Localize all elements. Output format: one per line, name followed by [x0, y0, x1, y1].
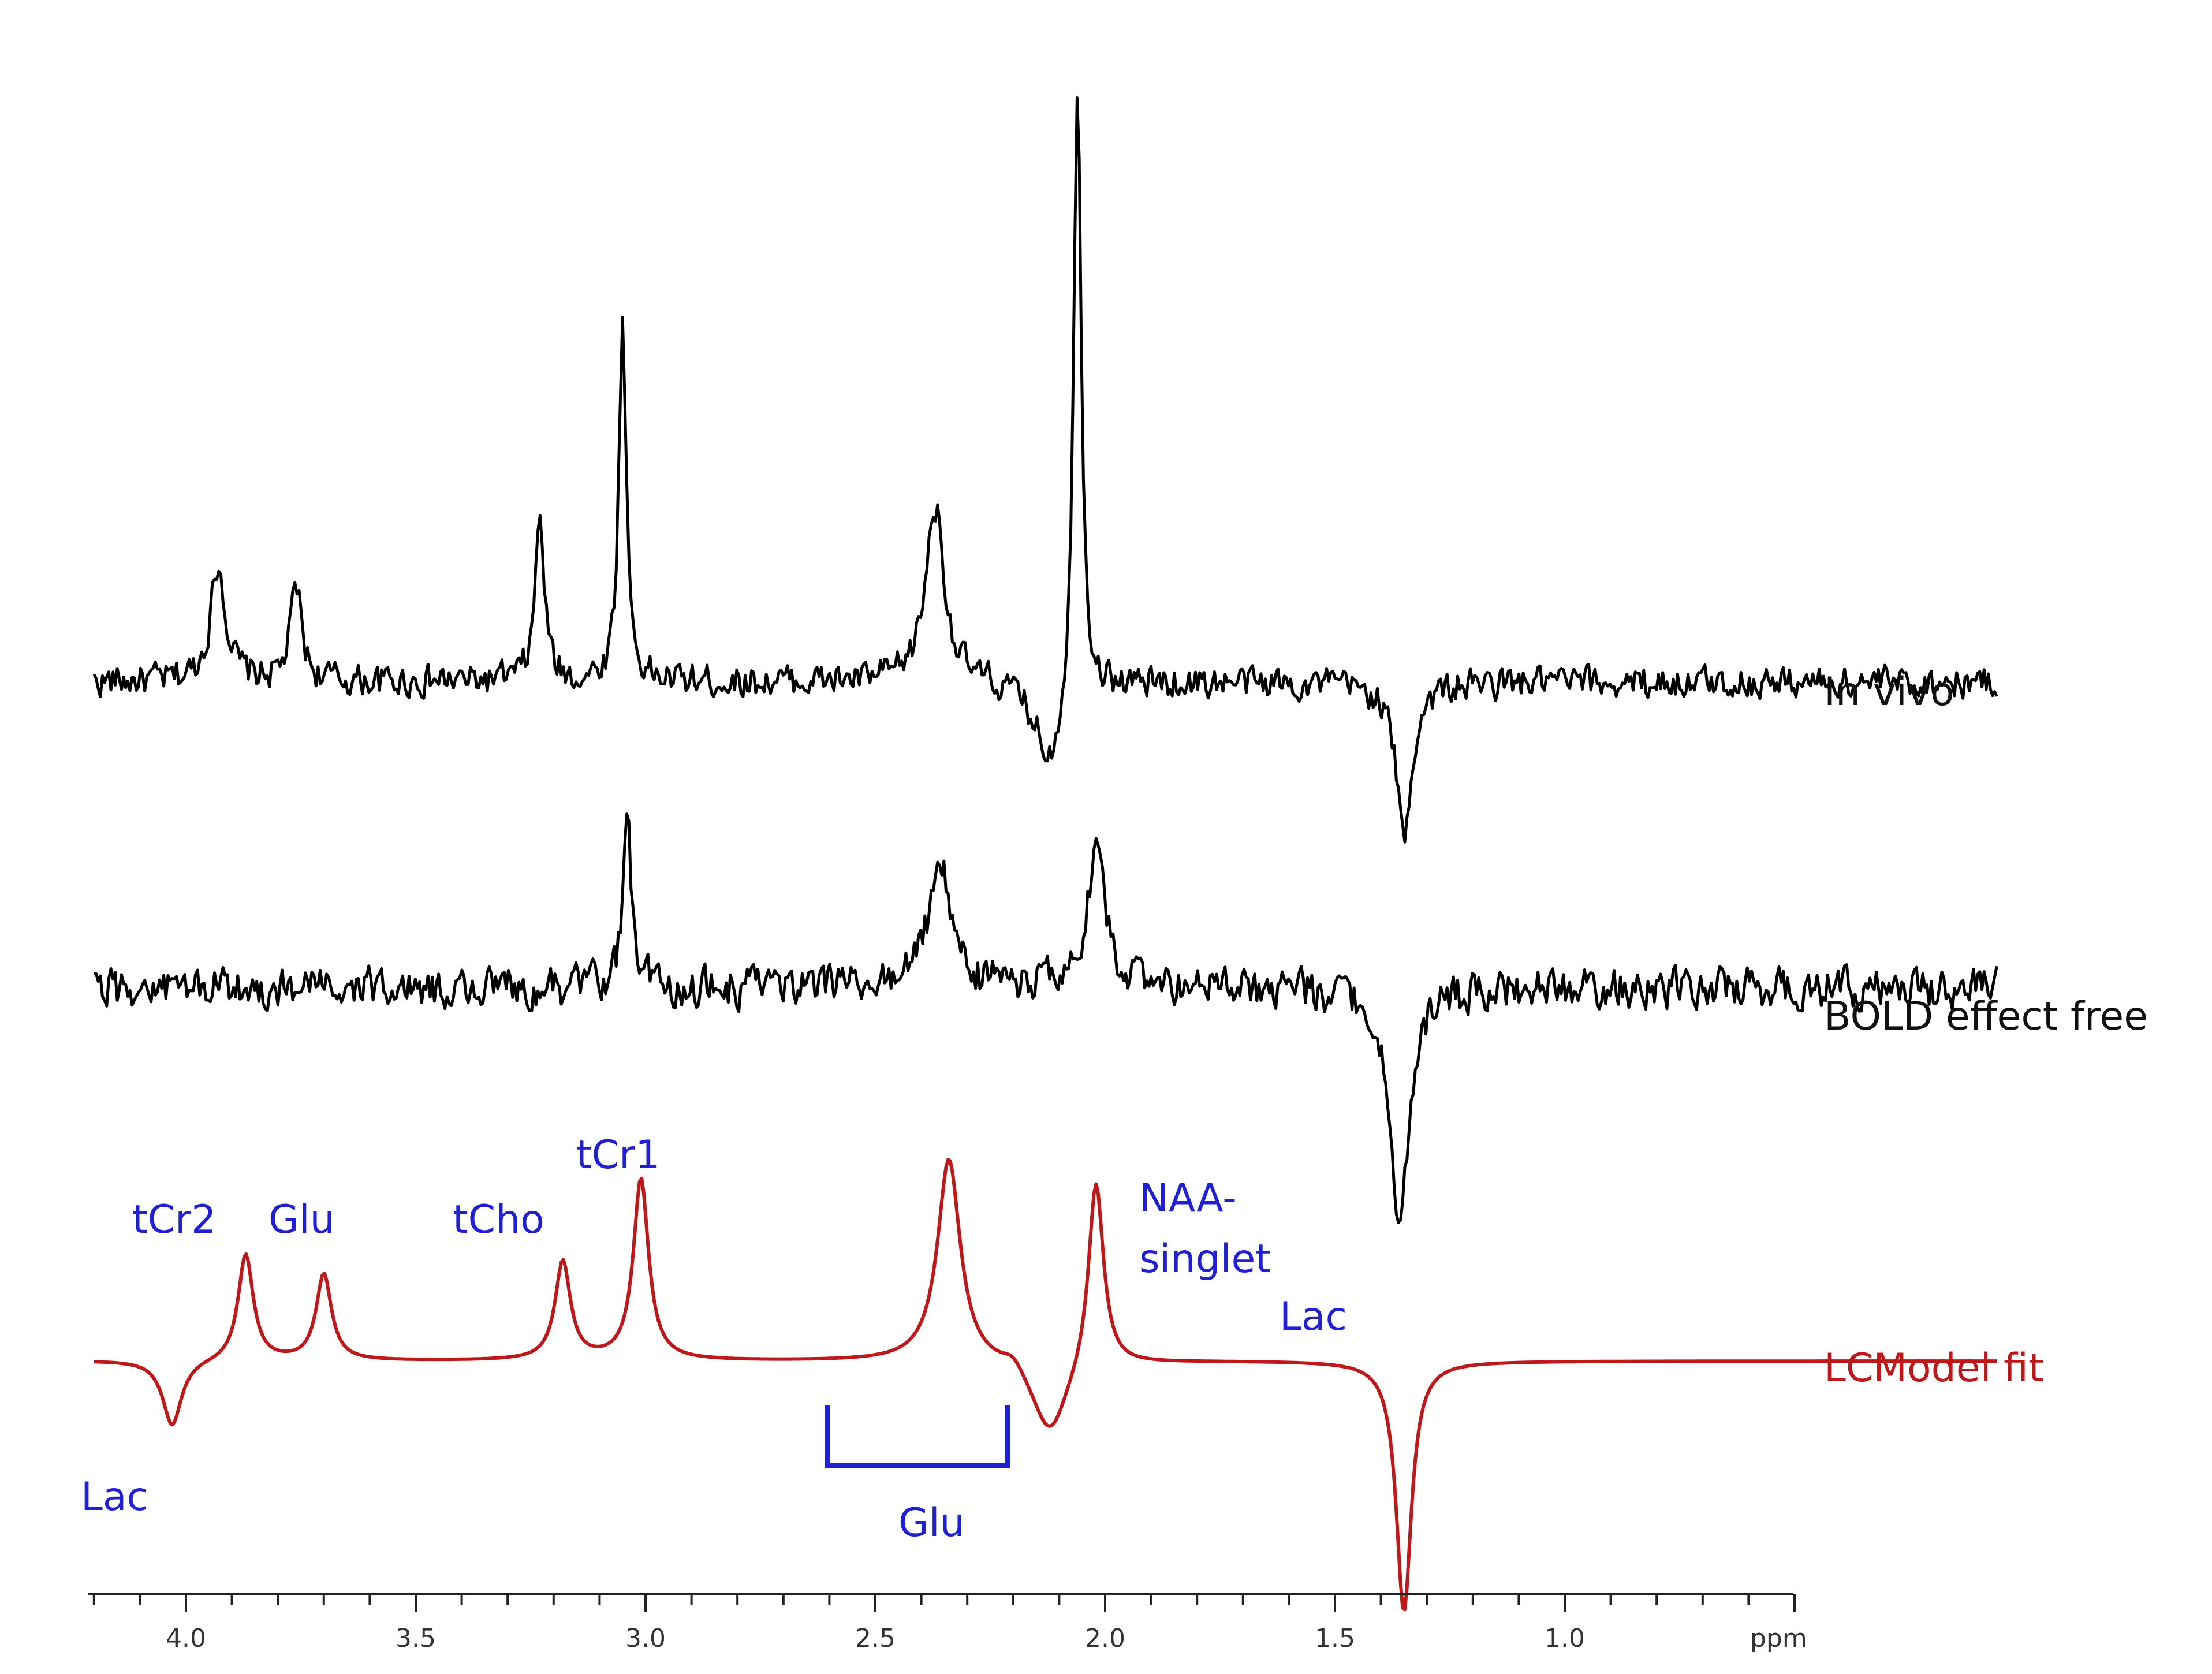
annotation-naa-line1: NAA-	[1139, 1176, 1237, 1221]
x-tick-label: 1.0	[1545, 1624, 1585, 1653]
annotation-lac-left: Lac	[81, 1474, 148, 1520]
glu-range-bracket	[825, 1405, 1010, 1468]
peak-annotations: Lac tCr2 Glu tCho tCr1 NAA- singlet Lac …	[81, 1132, 1347, 1546]
series-label-lcmodel-fit: LCModel fit	[1824, 1345, 2044, 1391]
x-tick-label: 1.5	[1315, 1624, 1355, 1653]
annotation-lac-right: Lac	[1280, 1294, 1347, 1340]
series-line-in-vivo	[92, 96, 1998, 844]
x-tick-label: 3.5	[396, 1624, 436, 1653]
spectrum-traces	[92, 96, 1998, 1612]
annotation-tcr1: tCr1	[576, 1132, 660, 1178]
annotation-naa-line2: singlet	[1139, 1236, 1271, 1282]
x-tick-label: 2.0	[1085, 1624, 1125, 1653]
series-line-bold-effect-free	[94, 812, 1998, 1224]
x-tick-label: 2.5	[855, 1624, 896, 1653]
x-axis: 4.0 3.5 3.0 2.5 2.0 1.5 1.0 ppm	[88, 1593, 1807, 1653]
annotation-glu-upper: Glu	[268, 1197, 335, 1243]
trace-labels: In vivo BOLD effect free LCModel fit	[1824, 669, 2148, 1391]
x-tick-label: 3.0	[625, 1624, 666, 1653]
series-line-lcmodel-fit	[94, 1158, 1997, 1612]
x-axis-unit-label: ppm	[1750, 1624, 1807, 1653]
series-label-bold-effect-free: BOLD effect free	[1824, 994, 2148, 1039]
series-label-in-vivo: In vivo	[1824, 669, 1954, 715]
annotation-glu-bracket: Glu	[898, 1500, 965, 1546]
x-axis-ticks: 4.0 3.5 3.0 2.5 2.0 1.5 1.0	[92, 1594, 1796, 1653]
x-tick-label: 4.0	[166, 1624, 206, 1653]
annotation-tcho: tCho	[453, 1197, 544, 1243]
annotation-tcr2: tCr2	[132, 1197, 216, 1243]
